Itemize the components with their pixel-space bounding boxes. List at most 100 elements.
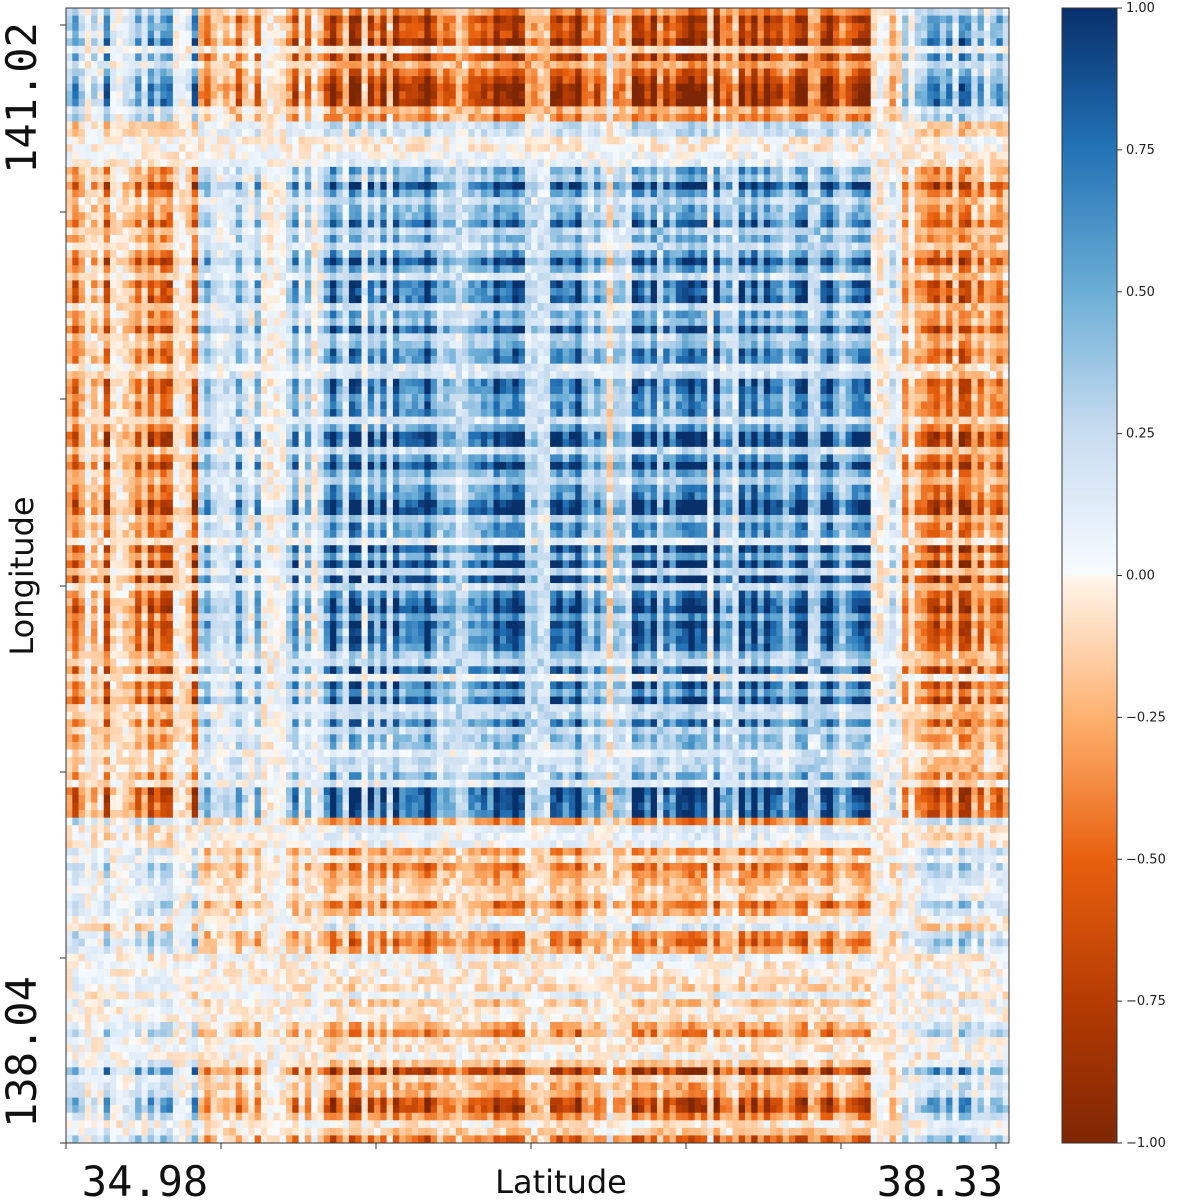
heatmap-cell [185, 106, 193, 115]
heatmap-cell [411, 98, 419, 107]
heatmap-cell [336, 76, 344, 85]
heatmap-cell [770, 212, 777, 221]
heatmap-cell [908, 166, 916, 175]
heatmap-cell [72, 136, 79, 145]
heatmap-cell [732, 68, 740, 77]
heatmap-cell [895, 144, 903, 153]
heatmap-cell [141, 212, 149, 221]
heatmap-cell [537, 212, 545, 221]
heatmap-cell [462, 98, 469, 107]
heatmap-cell [386, 53, 394, 62]
heatmap-cell [122, 159, 130, 168]
heatmap-cell [675, 15, 683, 24]
heatmap-cell [518, 8, 526, 16]
heatmap-cell [751, 38, 758, 47]
heatmap-cell [713, 23, 721, 32]
heatmap-cell [468, 38, 476, 47]
heatmap-cell [594, 91, 601, 100]
heatmap-cell [273, 144, 281, 153]
heatmap-cell [449, 53, 457, 62]
heatmap-cell [185, 250, 193, 259]
heatmap-cell [537, 121, 545, 130]
heatmap-cell [876, 83, 884, 92]
heatmap-cell [128, 129, 136, 138]
heatmap-cell [971, 76, 978, 85]
heatmap-cell [776, 68, 784, 77]
heatmap-cell [355, 189, 362, 198]
heatmap-cell [455, 166, 463, 175]
heatmap-cell [663, 45, 670, 54]
heatmap-cell [480, 166, 488, 175]
heatmap-cell [518, 76, 526, 85]
heatmap-cell [858, 204, 865, 213]
heatmap-cell [600, 189, 608, 198]
heatmap-cell [311, 182, 318, 190]
heatmap-cell [1002, 15, 1009, 24]
heatmap-cell [990, 23, 997, 32]
heatmap-cell [839, 212, 846, 221]
heatmap-cell [927, 174, 934, 183]
heatmap-cell [392, 30, 400, 39]
heatmap-cell [832, 53, 840, 62]
heatmap-cell [883, 68, 890, 77]
heatmap-cell [763, 53, 771, 62]
heatmap-cell [374, 45, 381, 54]
heatmap-cell [952, 219, 960, 228]
heatmap-cell [719, 113, 727, 122]
heatmap-cell [405, 250, 413, 259]
heatmap-cell [952, 113, 960, 122]
heatmap-cell [814, 227, 821, 236]
heatmap-cell [97, 30, 105, 39]
heatmap-cell [908, 219, 916, 228]
heatmap-cell [254, 113, 262, 122]
heatmap-cell [738, 53, 746, 62]
heatmap-cell [116, 212, 123, 221]
heatmap-cell [223, 83, 230, 92]
heatmap-cell [927, 250, 934, 259]
heatmap-cell [103, 174, 111, 183]
heatmap-cell [650, 121, 658, 130]
heatmap-cell [839, 38, 846, 47]
heatmap-cell [166, 76, 174, 85]
heatmap-cell [744, 189, 752, 198]
heatmap-cell [78, 151, 86, 160]
heatmap-cell [1002, 60, 1009, 69]
heatmap-cell [72, 60, 79, 69]
heatmap-cell [801, 219, 809, 228]
heatmap-cell [223, 166, 230, 175]
heatmap-cell [147, 83, 155, 92]
heatmap-cell [795, 30, 802, 39]
heatmap-cell [361, 45, 369, 54]
heatmap-cell [336, 113, 344, 122]
heatmap-cell [619, 60, 626, 69]
heatmap-cell [638, 121, 645, 130]
heatmap-cell [807, 91, 815, 100]
heatmap-cell [920, 151, 928, 160]
heatmap-cell [216, 174, 224, 183]
heatmap-cell [172, 8, 180, 16]
heatmap-cell [493, 98, 501, 107]
heatmap-cell [103, 113, 111, 122]
heatmap-cell [902, 235, 909, 243]
heatmap-cell [191, 189, 199, 198]
heatmap-cell [480, 15, 488, 24]
heatmap-cell [424, 219, 432, 228]
heatmap-cell [719, 235, 727, 243]
heatmap-cell [386, 83, 394, 92]
heatmap-cell [631, 250, 639, 259]
heatmap-cell [801, 113, 809, 122]
heatmap-cell [656, 121, 664, 130]
heatmap-cell [279, 136, 287, 145]
heatmap-cell [172, 38, 180, 47]
heatmap-cell [650, 189, 658, 198]
heatmap-cell [650, 212, 658, 221]
heatmap-cell [122, 182, 130, 190]
heatmap-cell [719, 250, 727, 259]
heatmap-cell [656, 159, 664, 168]
heatmap-cell [97, 189, 105, 198]
heatmap-cell [763, 45, 771, 54]
heatmap-cell [939, 250, 947, 259]
heatmap-cell [700, 98, 708, 107]
heatmap-cell [135, 219, 142, 228]
heatmap-cell [682, 235, 689, 243]
